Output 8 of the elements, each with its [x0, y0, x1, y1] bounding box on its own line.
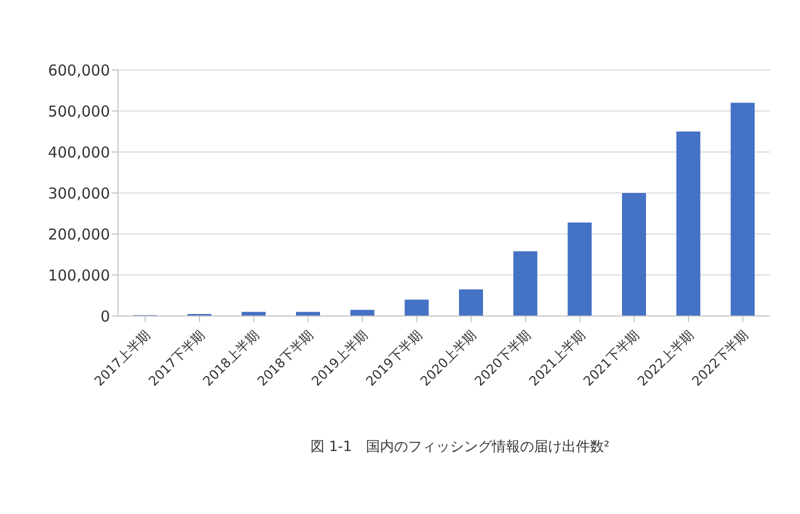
y-tick-label: 400,000 [48, 143, 110, 162]
text: 図 1-1 国内のフィッシング情報の届け出件数² [310, 438, 610, 456]
y-tick-label: 500,000 [48, 102, 110, 120]
y-tick-label: 0 [100, 307, 110, 326]
y-tick-label: 300,000 [48, 184, 110, 202]
y-tick-label: 600,000 [48, 61, 110, 80]
y-tick-label: 200,000 [48, 225, 110, 244]
y-tick-label: 100,000 [48, 266, 110, 284]
